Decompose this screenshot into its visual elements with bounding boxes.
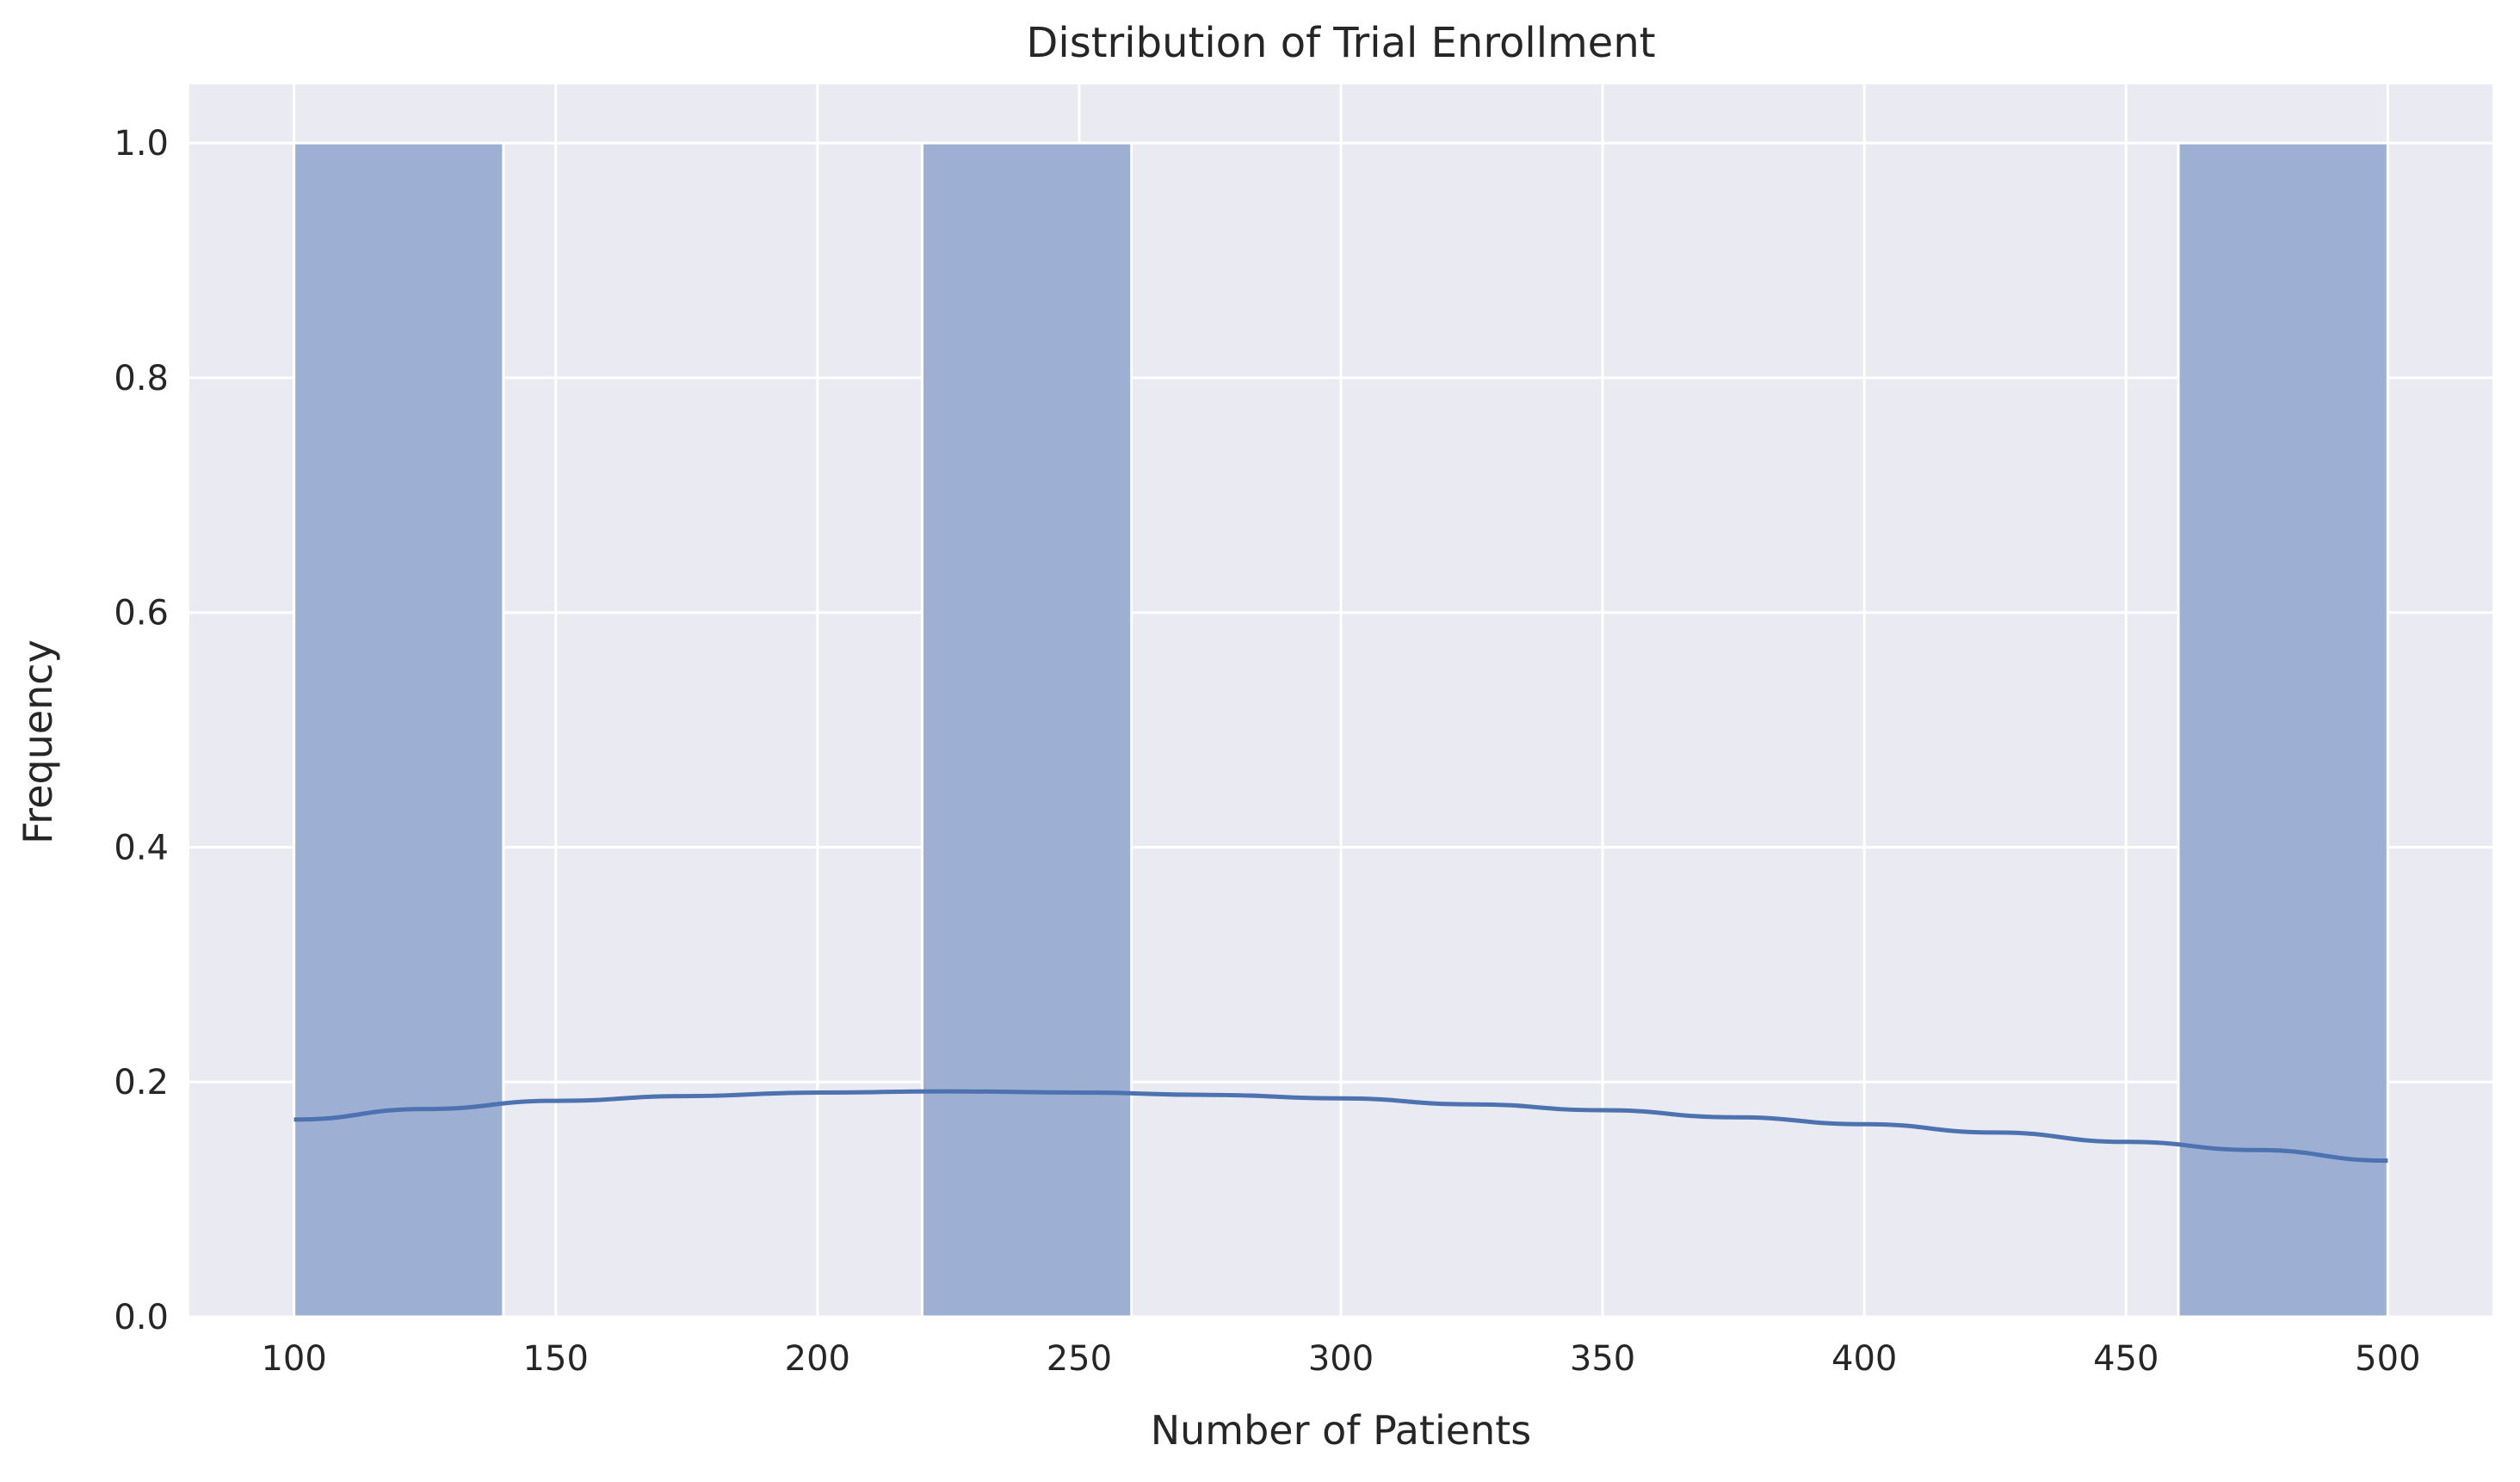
x-tick-label: 350 [1570,1339,1635,1379]
y-tick-label: 0.0 [114,1298,169,1337]
x-tick-label: 250 [1047,1339,1112,1379]
x-tick-label: 200 [785,1339,850,1379]
x-tick-label: 500 [2355,1339,2420,1379]
x-tick-label: 100 [261,1339,326,1379]
x-axis-title: Number of Patients [1151,1407,1532,1454]
x-tick-label: 150 [523,1339,589,1379]
y-tick-label: 0.8 [114,359,169,398]
kde-curve [293,1089,2388,1164]
x-tick-label: 450 [2093,1339,2159,1379]
y-tick-label: 0.6 [114,594,169,633]
y-tick-label: 0.4 [114,828,169,868]
x-tick-label: 400 [1831,1339,1897,1379]
x-tick-label: 300 [1308,1339,1374,1379]
chart-title: Distribution of Trial Enrollment [1026,19,1655,67]
plot-area [189,84,2492,1318]
histogram-bar-1 [293,141,505,1318]
histogram-bar-3 [2177,141,2389,1318]
histogram-bar-2 [920,141,1133,1318]
y-axis-title: Frequency [15,639,61,844]
y-tick-label: 0.2 [114,1063,169,1102]
y-tick-label: 1.0 [114,124,169,164]
